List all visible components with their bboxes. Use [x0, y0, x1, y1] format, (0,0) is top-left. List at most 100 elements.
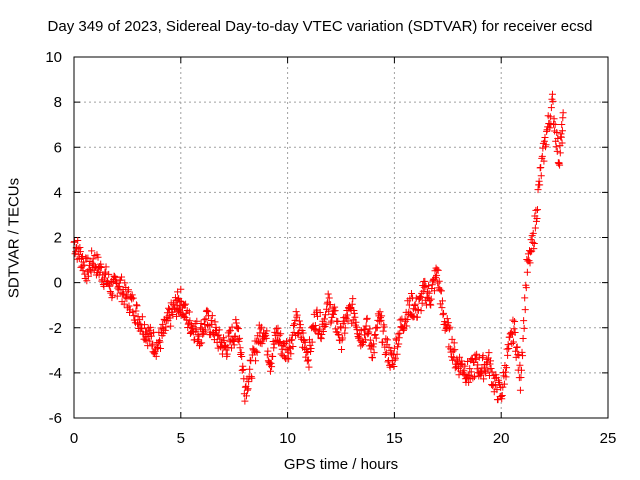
- data-point: [257, 323, 265, 331]
- data-point: [430, 275, 438, 283]
- y-tick-label: 2: [54, 230, 62, 247]
- data-point: [148, 340, 156, 348]
- data-point: [474, 361, 482, 369]
- data-point: [352, 318, 360, 326]
- data-point: [118, 273, 126, 281]
- data-point: [445, 325, 453, 333]
- data-point: [391, 356, 399, 364]
- data-point: [363, 315, 371, 323]
- data-point: [74, 237, 82, 245]
- data-point: [393, 350, 401, 358]
- data-point: [516, 386, 524, 394]
- data-point: [210, 330, 218, 338]
- x-tick-label: 25: [600, 430, 617, 447]
- data-point: [464, 357, 472, 365]
- data-point: [296, 321, 304, 329]
- data-point: [486, 360, 494, 368]
- data-point: [330, 310, 338, 318]
- data-point: [317, 335, 325, 343]
- data-point: [257, 325, 265, 333]
- data-point: [504, 351, 512, 359]
- data-point: [499, 383, 507, 391]
- data-point: [211, 318, 219, 326]
- data-point: [239, 362, 247, 370]
- data-point: [396, 329, 404, 337]
- data-point: [479, 352, 487, 360]
- data-point: [371, 331, 379, 339]
- data-point: [252, 347, 260, 355]
- data-point: [446, 323, 454, 331]
- data-point: [394, 330, 402, 338]
- data-point: [262, 331, 270, 339]
- data-point: [244, 385, 252, 393]
- data-point: [327, 319, 335, 327]
- data-point: [307, 347, 315, 355]
- data-point: [552, 143, 560, 151]
- data-point: [112, 278, 120, 286]
- data-point: [357, 342, 365, 350]
- y-tick-label: 10: [45, 49, 62, 66]
- data-point: [184, 323, 192, 331]
- data-point: [534, 206, 542, 214]
- data-point: [203, 306, 211, 314]
- data-point: [275, 331, 283, 339]
- data-point: [234, 336, 242, 344]
- data-point: [141, 335, 149, 343]
- data-point: [350, 306, 358, 314]
- data-point: [553, 129, 561, 137]
- data-point: [349, 295, 357, 303]
- data-point: [456, 353, 464, 361]
- data-point: [381, 351, 389, 359]
- data-point: [520, 317, 528, 325]
- data-point: [440, 309, 448, 317]
- data-point: [532, 217, 540, 225]
- data-point: [529, 229, 537, 237]
- data-point: [244, 386, 252, 394]
- data-point: [391, 354, 399, 362]
- data-point: [307, 344, 315, 352]
- data-point: [458, 357, 466, 365]
- data-point: [527, 236, 535, 244]
- data-point: [471, 351, 479, 359]
- data-point: [291, 316, 299, 324]
- data-point: [167, 322, 175, 330]
- data-point: [448, 335, 456, 343]
- data-point: [417, 293, 425, 301]
- data-point: [192, 325, 200, 333]
- data-point: [435, 277, 443, 285]
- data-point: [530, 245, 538, 253]
- data-point: [503, 364, 511, 372]
- data-point: [350, 309, 358, 317]
- data-point: [325, 294, 333, 302]
- data-point: [362, 322, 370, 330]
- data-point: [148, 342, 156, 350]
- data-point: [184, 320, 192, 328]
- data-point: [80, 258, 88, 266]
- data-point: [439, 311, 447, 319]
- data-point: [556, 161, 564, 169]
- data-point: [554, 135, 562, 143]
- data-point: [425, 289, 433, 297]
- data-point: [241, 397, 249, 405]
- data-point: [411, 301, 419, 309]
- data-point: [232, 319, 240, 327]
- x-tick-label: 15: [386, 430, 403, 447]
- data-point: [231, 333, 239, 341]
- data-point: [377, 316, 385, 324]
- data-point: [152, 352, 160, 360]
- data-point: [424, 288, 432, 296]
- data-point: [145, 326, 153, 334]
- data-point: [557, 133, 565, 141]
- data-point: [322, 320, 330, 328]
- data-point: [364, 329, 372, 337]
- data-point: [316, 309, 324, 317]
- data-point: [182, 300, 190, 308]
- data-point: [466, 365, 474, 373]
- data-point: [162, 323, 170, 331]
- data-point: [402, 317, 410, 325]
- data-point: [488, 368, 496, 376]
- data-point: [116, 276, 124, 284]
- data-point: [550, 115, 558, 123]
- data-point: [438, 297, 446, 305]
- data-point: [132, 307, 140, 315]
